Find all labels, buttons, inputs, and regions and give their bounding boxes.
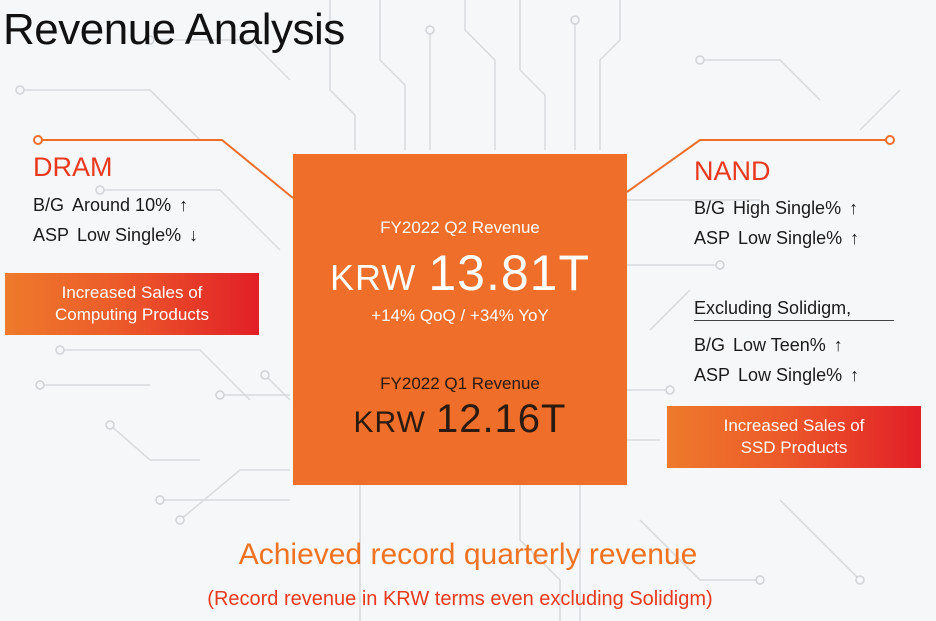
q1-revenue-value: KRW 12.16T [293,397,627,442]
record-revenue-subline: (Record revenue in KRW terms even exclud… [207,588,713,610]
nand-asp-row: ASP Low Single% ↑ [694,227,859,249]
dram-asp-row: ASP Low Single% ↓ [33,224,198,246]
nand-asp-key: ASP [694,228,731,248]
nand-asp-value: Low Single% [738,228,843,248]
arrow-up-icon: ↑ [849,198,859,218]
dram-box-line-1: Increased Sales of [61,283,203,302]
nand-box-line-1: Increased Sales of [723,416,865,435]
dram-heading: DRAM [33,152,113,182]
dram-bg-key: B/G [33,195,65,215]
arrow-down-icon: ↓ [189,225,199,245]
q2-currency: KRW [329,257,417,298]
nand-bg-key: B/G [694,198,726,218]
excl-bg-key: B/G [694,335,726,355]
page-title: Revenue Analysis [3,5,345,54]
nand-box-line-2: SSD Products [740,438,848,457]
dram-asp-key: ASP [33,225,70,245]
excl-bg-value: Low Teen% [733,335,826,355]
arrow-up-icon: ↑ [833,335,843,355]
nand-heading: NAND [694,156,771,186]
nand-bg-value: High Single% [733,198,842,218]
excl-asp-value: Low Single% [738,365,843,385]
excluding-solidigm-label: Excluding Solidigm, [694,296,894,321]
dram-bg-row: B/G Around 10% ↑ [33,194,188,216]
dram-bg-value: Around 10% [72,195,172,215]
q1-revenue-label: FY2022 Q1 Revenue [380,374,540,393]
q2-revenue-value: KRW 13.81T [293,244,627,302]
q2-growth: +14% QoQ / +34% YoY [371,306,549,325]
revenue-box: FY2022 Q2 Revenue KRW 13.81T +14% QoQ / +… [293,154,627,485]
dram-asp-value: Low Single% [77,225,182,245]
arrow-up-icon: ↑ [179,195,189,215]
dram-box-line-2: Computing Products [54,305,210,324]
excl-asp-row: ASP Low Single% ↑ [694,364,859,386]
record-revenue-headline: Achieved record quarterly revenue [238,538,698,571]
nand-highlight-box: Increased Sales of SSD Products [667,406,921,468]
q1-currency: KRW [353,406,426,439]
arrow-up-icon: ↑ [850,228,860,248]
dram-highlight-box: Increased Sales of Computing Products [5,273,259,335]
excl-bg-row: B/G Low Teen% ↑ [694,334,843,356]
q2-revenue-label: FY2022 Q2 Revenue [380,218,540,237]
nand-bg-row: B/G High Single% ↑ [694,197,858,219]
excl-asp-key: ASP [694,365,731,385]
arrow-up-icon: ↑ [850,365,860,385]
q1-amount: 12.16T [435,397,567,441]
q2-amount: 13.81T [428,245,590,301]
